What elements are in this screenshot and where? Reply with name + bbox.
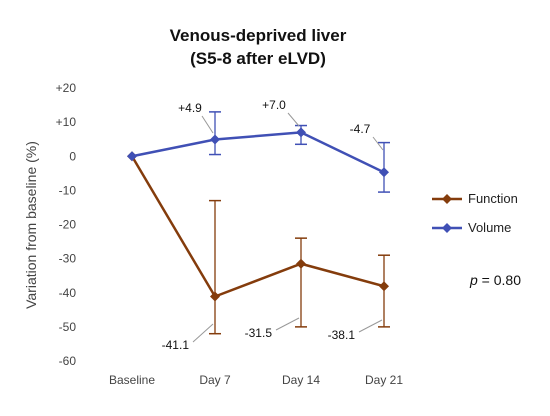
series-layer: -41.1 -31.5 -38.1 +4.9 +7.0 -4.7	[127, 98, 390, 352]
p-value-symbol: p	[469, 272, 478, 288]
series-function: -41.1 -31.5 -38.1	[127, 151, 390, 352]
legend-label: Function	[468, 191, 518, 206]
series-line	[131, 131, 385, 174]
x-axis: Baseline Day 7 Day 14 Day 21	[109, 373, 403, 387]
data-point	[210, 291, 220, 302]
x-tick-label: Day 7	[199, 373, 231, 387]
data-point	[296, 258, 306, 269]
y-tick-label: -10	[59, 183, 77, 197]
legend-marker	[442, 223, 452, 233]
data-point	[379, 281, 389, 292]
y-tick-label: +20	[56, 81, 77, 95]
label-leader-line	[358, 319, 383, 333]
series-line	[130, 155, 385, 299]
y-tick-label: 0	[69, 149, 76, 163]
legend: Function Volume	[432, 191, 518, 235]
legend-marker	[442, 194, 452, 204]
data-point	[127, 151, 137, 162]
x-tick-label: Day 21	[365, 373, 403, 387]
y-axis: +20 +10 0 -10 -20 -30 -40 -50 -60	[56, 81, 77, 368]
data-label: -4.7	[350, 122, 371, 136]
y-tick-label: -40	[59, 286, 77, 300]
label-leader-line	[372, 136, 384, 151]
y-tick-label: -60	[59, 354, 77, 368]
p-value-text: = 0.80	[478, 272, 521, 288]
data-label: -41.1	[162, 338, 190, 352]
p-value-annotation: p = 0.80	[469, 272, 521, 288]
label-leader-line	[275, 317, 300, 331]
y-tick-label: -30	[59, 252, 77, 266]
chart-title-line-1: Venous-deprived liver	[170, 26, 347, 45]
data-point	[296, 127, 306, 138]
series-volume: +4.9 +7.0 -4.7	[127, 98, 390, 193]
y-tick-label: +10	[56, 115, 77, 129]
legend-label: Volume	[468, 220, 511, 235]
chart-title-line-2: (S5-8 after eLVD)	[190, 49, 326, 68]
y-tick-label: -20	[59, 218, 77, 232]
label-leader-line	[201, 115, 214, 134]
data-label: +7.0	[262, 98, 286, 112]
x-tick-label: Baseline	[109, 373, 155, 387]
label-leader-line	[192, 323, 214, 343]
x-tick-label: Day 14	[282, 373, 320, 387]
y-tick-label: -50	[59, 320, 77, 334]
data-point	[379, 167, 389, 178]
data-label: +4.9	[178, 101, 202, 115]
y-axis-label: Variation from baseline (%)	[23, 141, 39, 309]
label-leader-line	[287, 112, 300, 127]
data-label: -38.1	[328, 328, 356, 342]
data-label: -31.5	[245, 326, 273, 340]
data-point	[210, 134, 220, 145]
